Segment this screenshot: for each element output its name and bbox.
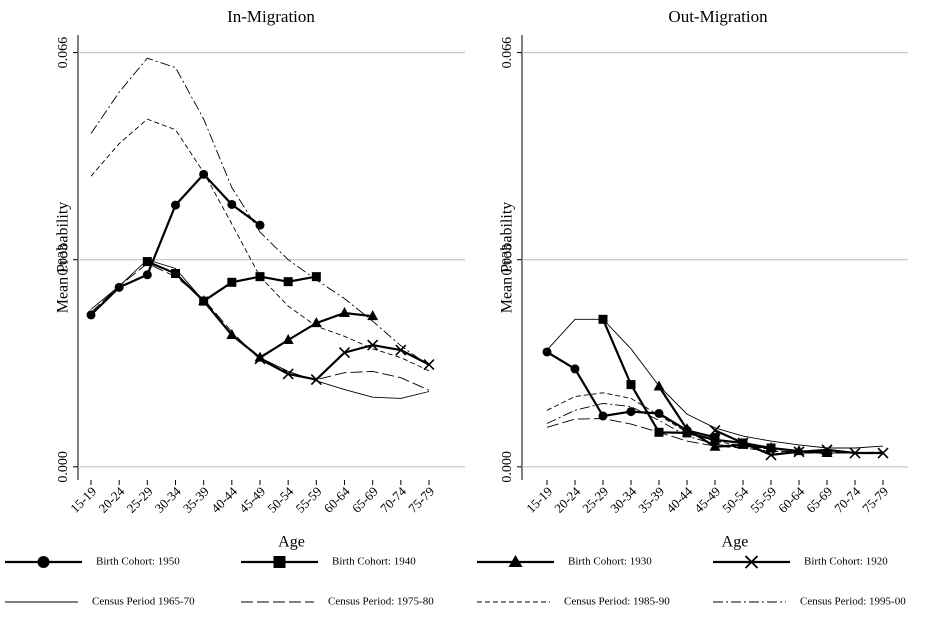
x-tick-label: 75-79 (405, 484, 437, 516)
x-tick-label: 20-24 (95, 483, 127, 515)
marker (310, 374, 322, 386)
marker (339, 307, 350, 318)
legend-label: Census Period 1965-70 (92, 596, 195, 608)
legend-marker (37, 556, 50, 568)
legend-marker (744, 555, 759, 569)
y-tick-label: 0.000 (500, 451, 515, 483)
x-tick-label: 70-74 (377, 483, 409, 515)
x-tick-label: 65-69 (803, 484, 835, 516)
x-tick-label: 20-24 (551, 483, 583, 515)
x-axis-label: Age (278, 534, 305, 551)
marker (227, 277, 237, 287)
x-tick-label: 45-49 (691, 484, 723, 516)
marker (367, 310, 379, 321)
x-tick-label: 25-29 (579, 484, 611, 516)
marker (709, 424, 721, 436)
series-line (546, 402, 883, 454)
marker (254, 353, 266, 365)
y-tick-label: 0.033 (56, 244, 71, 276)
marker (199, 169, 209, 179)
x-tick-label: 35-39 (635, 484, 667, 516)
x-tick-label: 15-19 (523, 484, 555, 516)
marker (142, 270, 152, 280)
marker (423, 358, 435, 371)
marker (598, 411, 608, 421)
series-line (546, 392, 883, 454)
x-tick-label: 55-59 (293, 484, 325, 516)
legend-label: Census Period: 1975-80 (328, 596, 434, 608)
y-axis-label: Mean Probability (499, 202, 516, 314)
series-line (90, 259, 430, 399)
marker (737, 437, 749, 449)
marker (654, 408, 664, 418)
x-tick-label: 70-74 (831, 483, 863, 515)
x-tick-label: 40-44 (208, 483, 240, 515)
x-tick-label: 75-79 (859, 484, 891, 516)
chart-title: In-Migration (227, 7, 315, 26)
marker (367, 339, 379, 351)
series-line (546, 418, 884, 454)
x-tick-label: 35-39 (180, 484, 212, 516)
marker (114, 282, 124, 292)
marker (338, 347, 351, 359)
x-tick-label: 50-54 (719, 483, 751, 515)
x-tick-label: 55-59 (747, 484, 779, 516)
x-tick-label: 60-64 (775, 483, 807, 515)
marker (226, 329, 238, 340)
series-line (259, 343, 430, 381)
marker (227, 199, 237, 209)
series-line (546, 318, 884, 449)
marker (282, 368, 294, 380)
legend-label: Birth Cohort: 1930 (568, 556, 652, 568)
marker (311, 272, 321, 282)
x-tick-label: 65-69 (349, 484, 381, 516)
marker (626, 407, 636, 417)
x-tick-label: 45-49 (236, 484, 268, 516)
y-tick-label: 0.033 (500, 244, 515, 276)
marker (171, 269, 180, 279)
marker (681, 423, 693, 434)
marker (86, 310, 96, 320)
legend-label: Birth Cohort: 1940 (332, 556, 416, 568)
x-axis-label: Age (722, 534, 749, 551)
y-tick-label: 0.000 (56, 451, 71, 483)
legend-marker (273, 556, 286, 568)
marker (710, 435, 720, 445)
chart-title: Out-Migration (668, 7, 768, 26)
marker (626, 380, 636, 390)
marker (283, 277, 293, 287)
legend-label: Census Period: 1995-00 (800, 596, 906, 608)
series-line (90, 262, 430, 391)
marker (255, 220, 265, 230)
marker (282, 334, 294, 345)
legend-label: Census Period: 1985-90 (564, 596, 670, 608)
series-line (90, 172, 261, 316)
x-tick-label: 40-44 (663, 483, 695, 515)
x-tick-label: 30-34 (607, 483, 639, 515)
y-tick-label: 0.066 (56, 37, 71, 69)
y-tick-label: 0.066 (500, 37, 515, 69)
marker (542, 347, 552, 357)
marker (709, 440, 721, 451)
y-axis-label: Mean Probability (55, 202, 72, 314)
x-tick-label: 15-19 (67, 484, 99, 516)
legend-label: Birth Cohort: 1950 (96, 556, 180, 568)
marker (171, 200, 180, 210)
x-tick-label: 50-54 (264, 483, 296, 515)
x-tick-label: 30-34 (152, 483, 184, 515)
series-line (90, 118, 430, 372)
x-tick-label: 25-29 (124, 484, 156, 516)
legend-label: Birth Cohort: 1920 (804, 556, 888, 568)
marker (142, 257, 152, 267)
series-line (90, 57, 430, 367)
legend-marker (508, 555, 523, 567)
marker (570, 364, 580, 374)
marker (821, 447, 833, 458)
x-tick-label: 60-64 (321, 483, 353, 515)
marker (395, 344, 407, 356)
